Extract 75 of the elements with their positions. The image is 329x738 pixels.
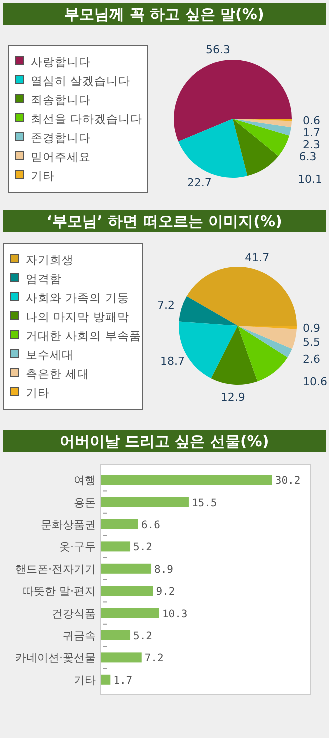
legend-label: 보수세대 <box>26 348 74 362</box>
data-label: 9.2 <box>156 586 176 598</box>
data-label: 2.3 <box>303 138 320 152</box>
data-label: 41.7 <box>245 251 270 264</box>
legend-label: 믿어주세요 <box>31 150 91 164</box>
legend-label: 사랑합니다 <box>31 55 91 69</box>
data-label: 10.1 <box>298 172 322 186</box>
pie-slice <box>233 119 290 156</box>
y-tick-label: 핸드폰·전자기기 <box>16 562 96 576</box>
bar <box>101 564 152 574</box>
legend-label: 엄격함 <box>26 272 62 286</box>
data-label: 6.3 <box>299 150 317 164</box>
data-label: 8.9 <box>154 564 174 576</box>
data-label: 15.5 <box>192 497 218 510</box>
pie-slice <box>178 119 248 178</box>
bar <box>101 542 131 552</box>
bar <box>101 520 138 530</box>
legend-label: 나의 마지막 방패막 <box>26 310 130 324</box>
pie-slice <box>238 326 288 382</box>
y-tick-label: 옷·구두 <box>60 540 96 554</box>
y-tick-label: 귀금속 <box>63 630 96 642</box>
y-tick-label: 기타 <box>74 674 96 687</box>
pie-slice <box>174 60 292 142</box>
legend-label: 기타 <box>31 169 55 183</box>
pie-slice <box>233 119 292 136</box>
pie-slice <box>211 326 258 385</box>
bar <box>101 497 189 508</box>
legend-label: 최선을 다하겠습니다 <box>31 112 143 126</box>
bar <box>101 652 142 663</box>
data-label: 22.7 <box>187 176 212 190</box>
y-tick-label: 따뜻한 말·편지 <box>23 585 96 598</box>
legend-label: 사회와 가족의 기둥 <box>26 291 130 305</box>
pie-slice <box>186 267 297 326</box>
legend-label: 죄송합니다 <box>31 93 91 107</box>
legend-label: 측은한 세대 <box>26 367 90 381</box>
bar <box>101 475 272 486</box>
bar <box>101 608 160 618</box>
pie-slice <box>233 119 279 176</box>
chart-title: ‘부모님’ 하면 떠오르는 이미지(%) <box>46 212 282 230</box>
chart-title: 부모님께 꼭 하고 싶은 말(%) <box>64 6 264 24</box>
data-label: 5.5 <box>303 336 320 350</box>
bar <box>101 630 131 640</box>
data-label: 5.2 <box>134 542 152 554</box>
legend-label: 자기희생 <box>26 253 74 267</box>
y-tick-label: 카네이션·꽃선물 <box>16 652 96 665</box>
data-label: 56.3 <box>206 43 231 56</box>
data-label: 5.2 <box>134 630 152 642</box>
legend-label: 존경합니다 <box>31 131 91 145</box>
pie-slice <box>179 296 238 326</box>
y-tick-label: 건강식품 <box>52 607 96 620</box>
data-label: 7.2 <box>144 652 164 665</box>
chart-title: 어버이날 드리고 싶은 선물(%) <box>60 432 270 450</box>
data-label: 0.9 <box>303 322 320 336</box>
pie-slice <box>238 326 292 358</box>
data-label: 30.2 <box>275 475 301 488</box>
data-label: 12.9 <box>220 390 246 404</box>
y-tick-label: 용돈 <box>74 496 96 510</box>
data-label: 10.6 <box>303 376 328 389</box>
y-tick-label: 문화상품권 <box>41 518 96 532</box>
legend-label: 열심히 살겠습니다 <box>31 74 131 88</box>
data-label: 2.6 <box>303 352 320 366</box>
legend-label: 거대한 사회의 부속품 <box>26 329 142 343</box>
pie-slice <box>233 119 292 128</box>
data-label: 1.7 <box>114 674 133 687</box>
data-label: 18.7 <box>160 354 185 368</box>
data-label: 1.7 <box>303 126 320 140</box>
data-label: 0.6 <box>303 114 320 128</box>
data-label: 7.2 <box>158 299 176 312</box>
bar <box>101 586 154 596</box>
bar <box>101 674 111 685</box>
data-label: 6.6 <box>141 520 160 532</box>
data-label: 10.3 <box>162 608 188 620</box>
y-tick-label: 여행 <box>74 474 96 488</box>
pie-slice <box>238 326 297 350</box>
legend-label: 기타 <box>26 386 50 400</box>
